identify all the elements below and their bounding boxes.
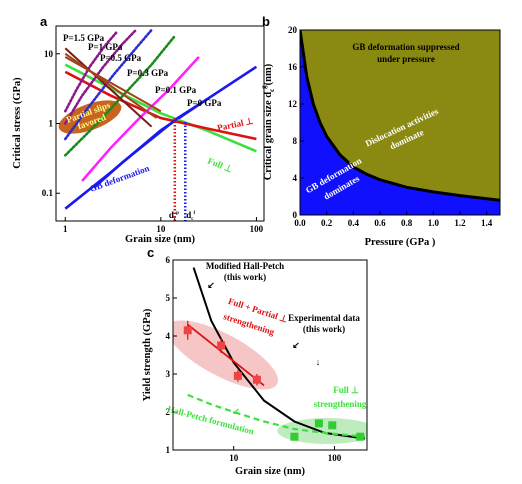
panel-c-ytick-label: 2 — [166, 407, 171, 417]
partial-family-line-0 — [64, 47, 153, 128]
panel-c-xtick-label: 10 — [229, 453, 239, 463]
series-line-7 — [64, 28, 138, 125]
panel-a-ytick-label: 10 — [44, 49, 54, 59]
series-line-5 — [64, 34, 177, 157]
panel-b-ytick-label: 16 — [288, 62, 298, 72]
panel-b-frame — [299, 29, 501, 216]
red-data-point — [233, 371, 242, 380]
panel-b-xtick-label: 0.2 — [321, 218, 333, 228]
hall-petch-label: Hall-Petch formulation — [166, 404, 255, 437]
panel-c-letter: c — [147, 245, 154, 260]
experimental-arrow-left: ↙ — [292, 340, 300, 350]
series-line-6 — [64, 28, 153, 141]
panel-a-annotation-4: P=0.1 GPa — [155, 85, 197, 95]
panel-b-xtick-label: 0.8 — [401, 218, 413, 228]
series-line-4 — [81, 56, 200, 182]
panel-c-ytick-label: 1 — [166, 445, 171, 455]
panel-c-ylabel: Yield strength (GPa) — [142, 308, 153, 401]
series-line-2 — [64, 70, 257, 141]
experimental-label-2: (this work) — [303, 324, 345, 334]
panel-b-ytick-label: 8 — [293, 136, 298, 146]
hall-petch-arrow: ↙ — [232, 406, 240, 416]
panel-a-xtick-label: 100 — [250, 224, 264, 234]
critical-boundary-line — [300, 30, 500, 202]
panel-c-xtick-label: 100 — [328, 453, 342, 463]
panel-a-annotation-6: Partial ⊥ — [216, 116, 254, 133]
series-line-3 — [93, 98, 208, 189]
gb-suppressed-label-2: under pressure — [377, 54, 435, 64]
modified-hp-arrow: ↙ — [207, 280, 215, 290]
panel-a-frame — [55, 25, 265, 222]
panel-a-annotation-0: P=1.5 GPa — [63, 33, 105, 43]
panel-a-annotation-7: Full ⊥ — [206, 156, 234, 175]
red-data-point — [183, 326, 192, 335]
gb-suppressed-label: GB deformation suppressed — [352, 42, 459, 52]
panel-a-annotation-3: P=0.3 GPa — [127, 68, 169, 78]
panel-b-ytick-label: 0 — [293, 210, 298, 220]
full-label: Full ⊥ — [333, 385, 359, 395]
panel-a-ylabel: Critical stress (GPa) — [12, 77, 23, 169]
panel-b-ylabel: Critical grain size dcg(nm) — [260, 63, 276, 180]
panel-a-xtick-label: 10 — [156, 224, 166, 234]
panel-a-xtick-label: 1 — [63, 224, 68, 234]
green-data-point — [314, 419, 323, 428]
hall-petch-dashed-curve — [187, 393, 366, 438]
experimental-arrow-down: ↓ — [316, 357, 321, 367]
panel-b-xtick-label: 1.2 — [454, 218, 466, 228]
panel-a-annotation-2: P=0.5 GPa — [100, 53, 142, 63]
panel-c-ytick-label: 4 — [166, 331, 171, 341]
green-data-point — [328, 421, 337, 430]
panel-c-ytick-label: 6 — [166, 255, 171, 265]
panel-a-ytick-label: 1 — [49, 119, 54, 129]
panel-b-xtick-label: 1.4 — [481, 218, 493, 228]
panel-a-annotation-8: GB deformation — [88, 163, 150, 194]
panel-b-xtick-label: 0.4 — [348, 218, 360, 228]
panel-a-letter: a — [40, 14, 48, 29]
panel-a-annotation-5: P=0 GPa — [187, 98, 222, 108]
panel-a-annotation-1: P=1 GPa — [88, 42, 123, 52]
panel-a-xlabel: Grain size (nm) — [125, 234, 195, 245]
panel-b-ytick-label: 4 — [293, 173, 298, 183]
panel-b-xlabel: Pressure (GPa ) — [365, 237, 436, 248]
panel-b: 0.0 0.2 0.4 0.6 0.8 1.0 1.2 1.4 0 4 8 12 16 20 GB defo… — [288, 25, 500, 228]
panel-b-xtick-label: 0.0 — [294, 218, 306, 228]
panel-c-frame — [172, 259, 368, 451]
green-data-point — [356, 432, 365, 441]
modified-hp-label-2: (this work) — [224, 272, 266, 282]
panel-b-ytick-label: 20 — [288, 25, 298, 35]
panel-c-ytick-label: 5 — [166, 293, 171, 303]
partial-family-line-2 — [64, 56, 162, 113]
full-label-2: strengthening — [314, 399, 367, 409]
panel-a-ytick-label: 0.1 — [42, 188, 54, 198]
partial-region-ellipse — [173, 320, 278, 390]
panel-b-letter: b — [262, 14, 270, 29]
series-line-8 — [64, 31, 118, 113]
experimental-label: Experimental data — [288, 313, 360, 323]
red-data-point — [217, 341, 226, 350]
gb-deformation-region — [300, 30, 500, 215]
panel-b-xtick-label: 0.6 — [374, 218, 386, 228]
red-data-point — [252, 375, 261, 384]
modified-hp-label: Modified Hall-Petch — [206, 261, 284, 271]
panel-b-xtick-label: 1.0 — [428, 218, 440, 228]
panel-b-ytick-label: 12 — [288, 99, 298, 109]
critical-size-full-label: dcf — [186, 210, 195, 222]
panel-c-xlabel: Grain size (nm) — [235, 466, 305, 477]
partial-fit-line — [187, 323, 265, 387]
series-line-1 — [64, 63, 257, 153]
green-data-point — [290, 432, 299, 441]
panel-c-ytick-label: 3 — [166, 369, 171, 379]
